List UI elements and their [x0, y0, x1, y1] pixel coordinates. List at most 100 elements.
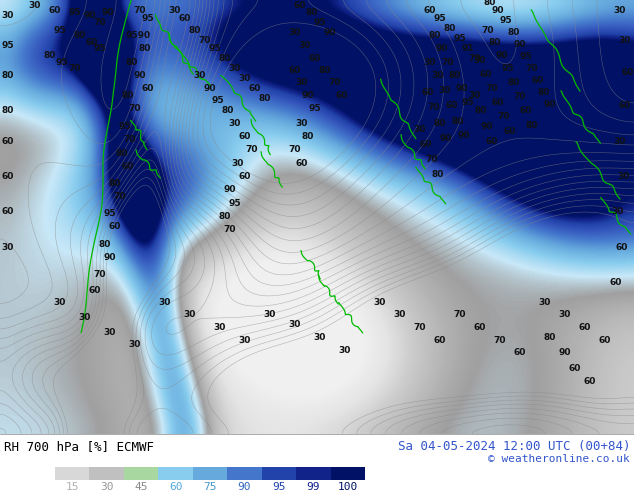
- Text: 70: 70: [428, 103, 440, 112]
- Text: 80: 80: [429, 31, 441, 40]
- Text: 95: 95: [272, 482, 286, 490]
- Text: 30: 30: [29, 0, 41, 9]
- Text: 30: 30: [2, 11, 14, 20]
- Text: 90: 90: [238, 482, 251, 490]
- Text: 80: 80: [444, 24, 456, 33]
- Text: 30: 30: [296, 119, 308, 127]
- Text: 70: 70: [454, 310, 466, 319]
- Text: 60: 60: [2, 137, 14, 146]
- Text: 60: 60: [610, 278, 622, 287]
- Text: 60: 60: [249, 84, 261, 93]
- Text: 30: 30: [618, 172, 630, 181]
- Bar: [330, 467, 365, 480]
- Bar: [124, 467, 158, 480]
- Text: 90: 90: [496, 51, 508, 60]
- Bar: [227, 467, 262, 480]
- Text: 80: 80: [489, 38, 501, 47]
- Text: Sa 04-05-2024 12:00 UTC (00+84): Sa 04-05-2024 12:00 UTC (00+84): [398, 440, 630, 453]
- Text: 30: 30: [2, 243, 14, 251]
- Text: 30: 30: [414, 124, 426, 134]
- Text: 80: 80: [2, 106, 14, 116]
- Text: 80: 80: [122, 91, 134, 100]
- Text: 60: 60: [420, 140, 432, 148]
- Text: 99: 99: [307, 482, 320, 490]
- Text: 60: 60: [446, 101, 458, 110]
- Text: 60: 60: [520, 106, 532, 116]
- Text: 80: 80: [432, 170, 444, 179]
- Text: 9590: 9590: [126, 31, 150, 40]
- Text: 30: 30: [614, 5, 626, 15]
- Text: 70: 70: [486, 84, 498, 93]
- Text: 30: 30: [239, 74, 251, 83]
- Text: 60: 60: [309, 54, 321, 63]
- Text: 70: 70: [94, 270, 107, 279]
- Text: 30: 30: [424, 58, 436, 67]
- Text: 60: 60: [142, 84, 154, 93]
- Text: 80: 80: [259, 95, 271, 103]
- Text: 91: 91: [462, 44, 474, 53]
- Bar: [262, 467, 296, 480]
- Text: 15: 15: [65, 482, 79, 490]
- Text: 60: 60: [486, 137, 498, 146]
- Text: 90: 90: [440, 134, 452, 143]
- Text: 60: 60: [2, 207, 14, 216]
- Text: 95: 95: [209, 44, 221, 53]
- Text: 90: 90: [302, 91, 314, 100]
- Text: 90: 90: [134, 71, 146, 80]
- Text: 45: 45: [134, 482, 148, 490]
- Text: 90: 90: [492, 5, 504, 15]
- Text: 95: 95: [462, 98, 474, 107]
- Text: 30: 30: [469, 91, 481, 100]
- Text: 60: 60: [579, 323, 591, 332]
- Text: 80: 80: [109, 179, 121, 188]
- Text: 60: 60: [289, 66, 301, 75]
- Text: 95: 95: [434, 14, 446, 23]
- Text: 95: 95: [520, 52, 533, 61]
- Text: 80: 80: [449, 71, 461, 80]
- Text: 30: 30: [79, 313, 91, 322]
- Text: 95: 95: [119, 122, 131, 130]
- Text: 30: 30: [169, 5, 181, 15]
- Text: 60: 60: [480, 70, 492, 79]
- Text: 30: 30: [559, 310, 571, 319]
- Text: 30: 30: [214, 323, 226, 332]
- Text: 90: 90: [436, 44, 448, 53]
- Text: 80: 80: [484, 0, 496, 6]
- Text: 80: 80: [544, 333, 556, 343]
- Text: 90: 90: [456, 84, 469, 93]
- Text: 90: 90: [104, 253, 116, 262]
- Text: 80: 80: [219, 54, 231, 63]
- Text: 80: 80: [219, 212, 231, 221]
- Text: 70: 70: [442, 58, 454, 67]
- Text: 60: 60: [424, 5, 436, 15]
- Text: 95: 95: [141, 14, 154, 23]
- Text: 80: 80: [2, 71, 14, 80]
- Text: 95: 95: [314, 18, 327, 26]
- Text: 60: 60: [294, 0, 306, 9]
- Text: 30: 30: [264, 310, 276, 319]
- Text: 60: 60: [619, 101, 631, 110]
- Text: 60: 60: [504, 126, 516, 136]
- Text: 30: 30: [229, 64, 241, 73]
- Text: 95: 95: [94, 44, 107, 53]
- Text: 60: 60: [239, 172, 251, 181]
- Text: 80: 80: [139, 44, 151, 53]
- Text: 95: 95: [501, 64, 514, 73]
- Text: 70: 70: [129, 104, 141, 113]
- Text: 30: 30: [439, 86, 451, 95]
- Text: 70: 70: [426, 155, 438, 164]
- Text: 60: 60: [622, 68, 634, 77]
- Text: 70: 70: [498, 113, 510, 122]
- Text: 90: 90: [224, 185, 236, 194]
- Text: 80: 80: [222, 106, 234, 116]
- Text: 60: 60: [422, 88, 434, 98]
- Text: 80: 80: [452, 117, 464, 125]
- Text: 70: 70: [113, 192, 126, 201]
- Text: 90: 90: [204, 84, 216, 93]
- Text: 60: 60: [109, 222, 121, 231]
- Text: 30: 30: [194, 71, 206, 80]
- Text: 30: 30: [432, 71, 444, 80]
- Text: 60: 60: [239, 132, 251, 141]
- Text: 70: 70: [124, 135, 136, 144]
- Text: 80: 80: [434, 119, 446, 127]
